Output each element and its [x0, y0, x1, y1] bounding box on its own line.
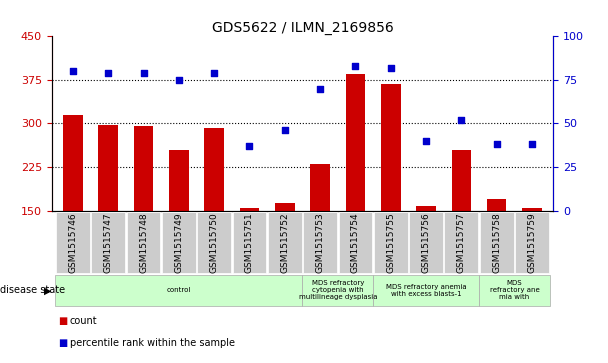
Text: GSM1515746: GSM1515746 [68, 212, 77, 273]
FancyBboxPatch shape [303, 275, 373, 306]
Text: ▶: ▶ [44, 285, 52, 295]
Point [421, 138, 431, 144]
Text: GSM1515759: GSM1515759 [528, 212, 537, 273]
FancyBboxPatch shape [515, 212, 549, 273]
Bar [311, 164, 330, 211]
Point [103, 70, 113, 76]
Bar [169, 150, 188, 211]
Bar [346, 74, 365, 211]
Point [386, 65, 396, 70]
Text: percentile rank within the sample: percentile rank within the sample [70, 338, 235, 348]
Text: disease state: disease state [0, 285, 65, 295]
FancyBboxPatch shape [91, 212, 125, 273]
FancyBboxPatch shape [409, 212, 443, 273]
FancyBboxPatch shape [56, 212, 90, 273]
Bar [522, 208, 542, 211]
Point [209, 70, 219, 76]
FancyBboxPatch shape [197, 212, 231, 273]
Bar [63, 115, 83, 211]
FancyBboxPatch shape [444, 212, 478, 273]
FancyBboxPatch shape [232, 212, 266, 273]
Point [68, 68, 78, 74]
Point [244, 143, 254, 149]
FancyBboxPatch shape [339, 212, 373, 273]
Point [139, 70, 148, 76]
FancyBboxPatch shape [373, 275, 479, 306]
Text: GSM1515749: GSM1515749 [174, 212, 184, 273]
Point [492, 142, 502, 147]
FancyBboxPatch shape [55, 275, 303, 306]
Bar [134, 126, 153, 211]
Text: GSM1515752: GSM1515752 [280, 212, 289, 273]
FancyBboxPatch shape [374, 212, 408, 273]
Text: GSM1515748: GSM1515748 [139, 212, 148, 273]
Text: count: count [70, 316, 97, 326]
Text: MDS refractory anemia
with excess blasts-1: MDS refractory anemia with excess blasts… [386, 284, 466, 297]
Text: GSM1515747: GSM1515747 [104, 212, 112, 273]
Text: GSM1515758: GSM1515758 [492, 212, 501, 273]
Text: ■: ■ [58, 316, 67, 326]
Point [174, 77, 184, 83]
Bar [416, 206, 436, 211]
Bar [98, 125, 118, 211]
Text: GSM1515757: GSM1515757 [457, 212, 466, 273]
FancyBboxPatch shape [479, 275, 550, 306]
Point [280, 127, 289, 133]
Point [457, 117, 466, 123]
Text: GSM1515756: GSM1515756 [421, 212, 430, 273]
Text: MDS
refractory ane
mia with: MDS refractory ane mia with [489, 280, 539, 301]
FancyBboxPatch shape [268, 212, 302, 273]
FancyBboxPatch shape [480, 212, 514, 273]
Text: MDS refractory
cytopenia with
multilineage dysplasia: MDS refractory cytopenia with multilinea… [299, 280, 377, 301]
Bar [487, 199, 506, 211]
Bar [275, 203, 294, 211]
FancyBboxPatch shape [162, 212, 196, 273]
FancyBboxPatch shape [126, 212, 161, 273]
Text: control: control [167, 287, 191, 293]
Bar [240, 208, 259, 211]
Point [527, 142, 537, 147]
FancyBboxPatch shape [303, 212, 337, 273]
Text: GSM1515754: GSM1515754 [351, 212, 360, 273]
Point [316, 86, 325, 91]
Text: GSM1515755: GSM1515755 [386, 212, 395, 273]
Bar [381, 84, 401, 211]
Bar [452, 150, 471, 211]
Text: GSM1515751: GSM1515751 [245, 212, 254, 273]
Title: GDS5622 / ILMN_2169856: GDS5622 / ILMN_2169856 [212, 21, 393, 35]
Text: ■: ■ [58, 338, 67, 348]
Point [351, 63, 361, 69]
Text: GSM1515753: GSM1515753 [316, 212, 325, 273]
Bar [204, 128, 224, 211]
Text: GSM1515750: GSM1515750 [210, 212, 219, 273]
